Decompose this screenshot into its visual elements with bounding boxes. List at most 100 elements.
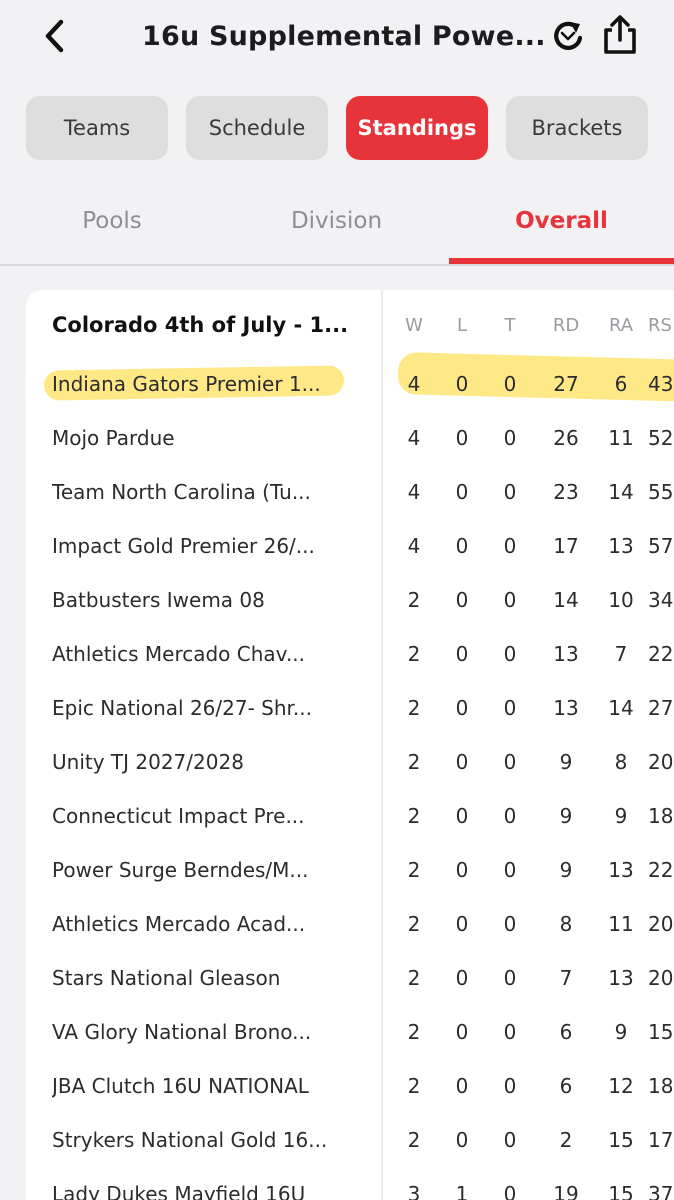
stat-l: 0	[455, 1128, 469, 1152]
stat-rd: 9	[559, 804, 573, 828]
team-name[interactable]: JBA Clutch 16U NATIONAL	[52, 1074, 309, 1098]
stat-ra: 13	[608, 966, 634, 990]
stat-ra: 11	[608, 426, 634, 450]
back-button[interactable]	[34, 14, 74, 58]
stat-w: 2	[407, 750, 421, 774]
column-header-rd[interactable]: RD	[552, 314, 580, 336]
team-name[interactable]: Batbusters Iwema 08	[52, 588, 265, 612]
subtab-pools[interactable]: Pools	[82, 208, 142, 234]
stat-l: 1	[455, 1182, 469, 1200]
team-name[interactable]: Impact Gold Premier 26/...	[52, 534, 315, 558]
stat-t: 0	[503, 912, 517, 936]
tab-teams[interactable]: Teams	[26, 96, 168, 160]
table-row[interactable]: Team North Carolina (Tu... 4 0 0 23 14 55	[26, 465, 674, 519]
event-title-dropdown[interactable]: 16u Supplemental Powe...	[142, 14, 576, 58]
table-row[interactable]: Epic National 26/27- Shr... 2 0 0 13 14 27	[26, 681, 674, 735]
team-name[interactable]: Lady Dukes Mayfield 16U	[52, 1182, 306, 1200]
table-row[interactable]: Indiana Gators Premier 1... 4 0 0 27 6 43	[26, 357, 674, 411]
share-button[interactable]	[598, 12, 642, 58]
table-row[interactable]: JBA Clutch 16U NATIONAL 2 0 0 6 12 18	[26, 1059, 674, 1113]
chevron-down-icon	[560, 31, 576, 41]
table-row[interactable]: Impact Gold Premier 26/... 4 0 0 17 13 57	[26, 519, 674, 573]
team-name[interactable]: Strykers National Gold 16...	[52, 1128, 328, 1152]
stat-rs: 57	[648, 534, 674, 558]
refresh-button[interactable]	[548, 14, 590, 58]
stat-rs: 55	[648, 480, 674, 504]
section-tabs: Teams Schedule Standings Brackets	[0, 96, 674, 162]
table-row[interactable]: Stars National Gleason 2 0 0 7 13 20	[26, 951, 674, 1005]
subtab-division[interactable]: Division	[290, 208, 383, 234]
table-row[interactable]: Athletics Mercado Chav... 2 0 0 13 7 22	[26, 627, 674, 681]
stat-l: 0	[455, 750, 469, 774]
column-header-rs[interactable]: RS	[648, 314, 672, 336]
tab-schedule[interactable]: Schedule	[186, 96, 328, 160]
table-row[interactable]: Mojo Pardue 4 0 0 26 11 52	[26, 411, 674, 465]
subtab-overall[interactable]: Overall	[515, 208, 608, 234]
team-name[interactable]: Team North Carolina (Tu...	[52, 480, 311, 504]
team-name[interactable]: Power Surge Berndes/M...	[52, 858, 309, 882]
stat-ra: 13	[608, 858, 634, 882]
column-header-t[interactable]: T	[504, 314, 516, 336]
stat-w: 4	[407, 480, 421, 504]
stat-w: 3	[407, 1182, 421, 1200]
stat-l: 0	[455, 372, 469, 396]
tab-standings[interactable]: Standings	[346, 96, 488, 160]
active-subtab-indicator	[449, 258, 674, 264]
table-row[interactable]: Power Surge Berndes/M... 2 0 0 9 13 22	[26, 843, 674, 897]
stat-rd: 26	[553, 426, 579, 450]
stat-l: 0	[455, 1020, 469, 1044]
stat-t: 0	[503, 534, 517, 558]
team-name[interactable]: Athletics Mercado Acad...	[52, 912, 306, 936]
stat-rs: 20	[648, 912, 674, 936]
team-name[interactable]: Indiana Gators Premier 1...	[52, 372, 321, 396]
stat-rs: 20	[648, 966, 674, 990]
column-header-ra[interactable]: RA	[608, 314, 634, 336]
stat-t: 0	[503, 372, 517, 396]
stat-rd: 6	[559, 1074, 573, 1098]
column-header-w[interactable]: W	[405, 314, 423, 336]
table-row[interactable]: Lady Dukes Mayfield 16U 3 1 0 19 15 37	[26, 1167, 674, 1200]
stat-ra: 15	[608, 1128, 634, 1152]
table-row[interactable]: VA Glory National Brono... 2 0 0 6 9 15	[26, 1005, 674, 1059]
stat-w: 2	[407, 858, 421, 882]
column-divider	[381, 290, 383, 1200]
standings-subtabs: Pools Division Overall	[0, 184, 674, 266]
stat-l: 0	[455, 804, 469, 828]
stat-ra: 14	[608, 480, 634, 504]
stat-l: 0	[455, 480, 469, 504]
team-name[interactable]: Epic National 26/27- Shr...	[52, 696, 312, 720]
stat-l: 0	[455, 642, 469, 666]
stat-ra: 7	[614, 642, 628, 666]
stat-ra: 14	[608, 696, 634, 720]
stat-w: 2	[407, 966, 421, 990]
table-row[interactable]: Strykers National Gold 16... 2 0 0 2 15 17	[26, 1113, 674, 1167]
stat-rs: 20	[648, 750, 674, 774]
stat-ra: 12	[608, 1074, 634, 1098]
team-name[interactable]: Unity TJ 2027/2028	[52, 750, 244, 774]
stat-rs: 43	[648, 372, 674, 396]
table-row[interactable]: Batbusters Iwema 08 2 0 0 14 10 34	[26, 573, 674, 627]
stat-t: 0	[503, 858, 517, 882]
stat-l: 0	[455, 966, 469, 990]
standings-table[interactable]: Colorado 4th of July - 1... W L T RD RA …	[26, 290, 674, 1200]
team-name[interactable]: Athletics Mercado Chav...	[52, 642, 306, 666]
stat-rs: 22	[648, 858, 674, 882]
table-row[interactable]: Athletics Mercado Acad... 2 0 0 8 11 20	[26, 897, 674, 951]
stat-w: 2	[407, 912, 421, 936]
team-name[interactable]: Connecticut Impact Pre...	[52, 804, 305, 828]
stat-rd: 13	[553, 696, 579, 720]
stat-rs: 37	[648, 1182, 674, 1200]
stat-rd: 23	[553, 480, 579, 504]
column-header-l[interactable]: L	[456, 314, 468, 336]
stat-ra: 10	[608, 588, 634, 612]
team-name[interactable]: Mojo Pardue	[52, 426, 175, 450]
team-name[interactable]: Stars National Gleason	[52, 966, 281, 990]
stat-w: 2	[407, 696, 421, 720]
tab-brackets[interactable]: Brackets	[506, 96, 648, 160]
team-name[interactable]: VA Glory National Brono...	[52, 1020, 312, 1044]
stat-w: 2	[407, 1020, 421, 1044]
table-row[interactable]: Connecticut Impact Pre... 2 0 0 9 9 18	[26, 789, 674, 843]
stat-t: 0	[503, 642, 517, 666]
table-row[interactable]: Unity TJ 2027/2028 2 0 0 9 8 20	[26, 735, 674, 789]
stat-ra: 15	[608, 1182, 634, 1200]
